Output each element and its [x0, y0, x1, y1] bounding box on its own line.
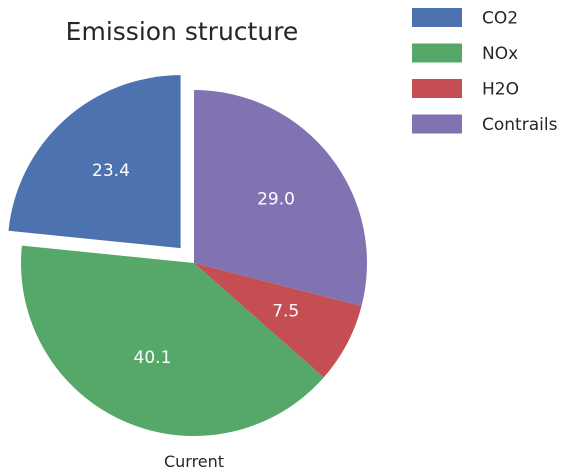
- pie-slice-labels: 23.4 40.1 7.5 29.0: [92, 161, 299, 368]
- legend-swatch-co2: [412, 8, 462, 27]
- legend: CO2 NOx H2O Contrails: [412, 8, 558, 135]
- slice-label-co2: 23.4: [92, 161, 130, 181]
- chart-title: Emission structure: [66, 17, 299, 46]
- x-axis-label: Current: [164, 452, 224, 470]
- slice-label-h2o: 7.5: [272, 302, 299, 322]
- legend-label-contrails: Contrails: [482, 115, 558, 135]
- slice-label-nox: 40.1: [134, 348, 172, 368]
- slice-label-contrails: 29.0: [257, 189, 295, 209]
- legend-swatch-contrails: [412, 114, 462, 134]
- pie-slices: [8, 75, 367, 436]
- legend-label-nox: NOx: [482, 44, 518, 64]
- pie-slice-h2o: [194, 263, 362, 378]
- legend-label-co2: CO2: [482, 9, 518, 29]
- legend-label-h2o: H2O: [482, 80, 519, 100]
- legend-swatch-h2o: [412, 79, 462, 98]
- pie-slice-co2: [8, 75, 181, 249]
- pie-slice-contrails: [194, 90, 367, 307]
- pie-slice-nox: [21, 245, 324, 436]
- legend-swatch-nox: [412, 43, 462, 63]
